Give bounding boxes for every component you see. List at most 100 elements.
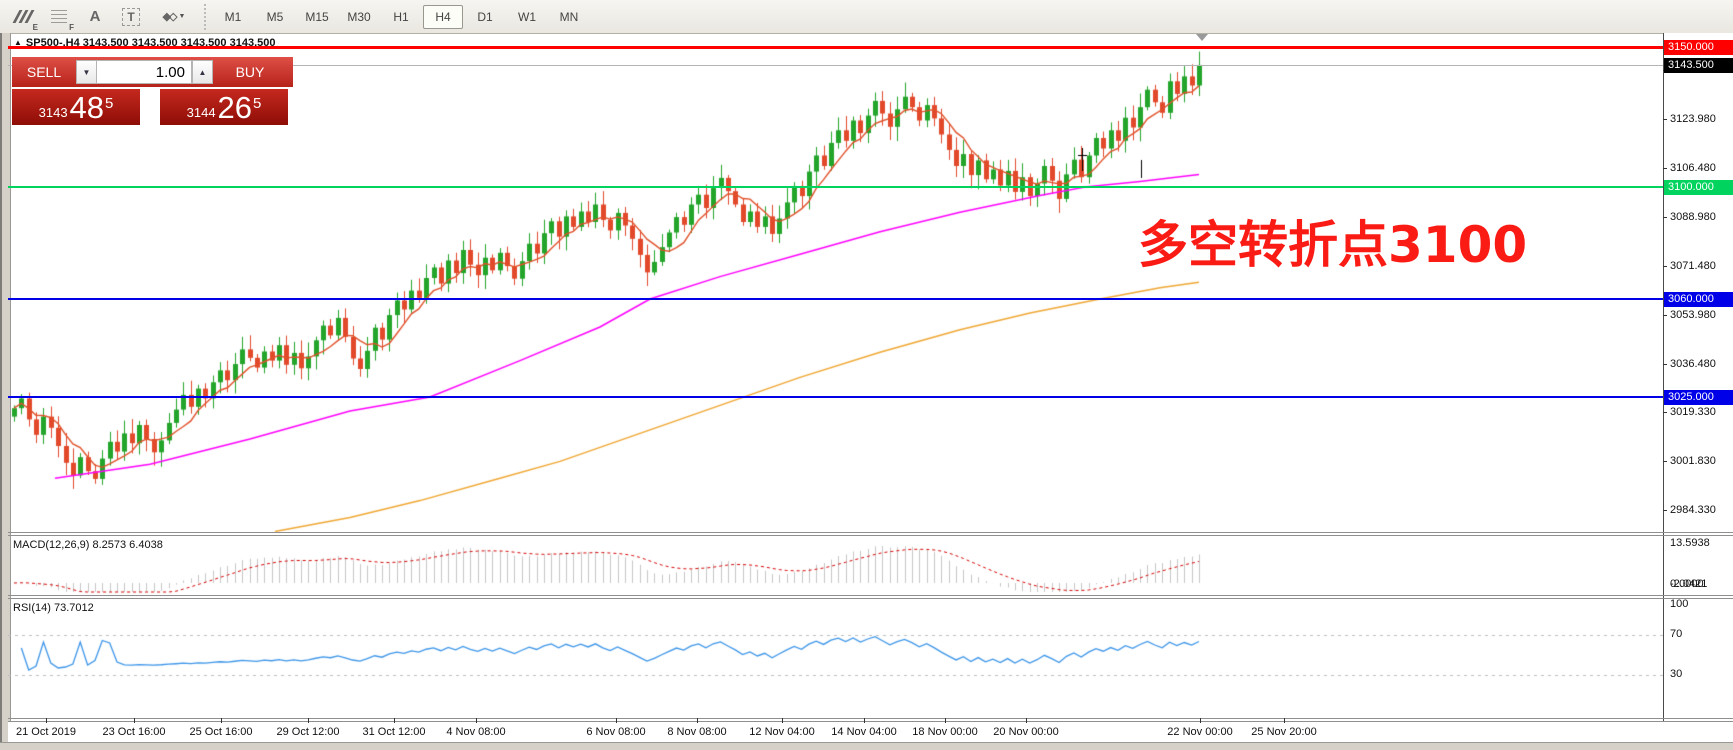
time-tick	[782, 718, 783, 723]
price-tick	[1663, 412, 1667, 414]
time-tick	[394, 718, 395, 723]
panel-separator[interactable]	[8, 598, 1733, 599]
time-axis[interactable]	[8, 722, 1733, 742]
timeframe-bar: M1 M5 M15 M30 H1 H4 D1 W1 MN	[212, 4, 590, 29]
timeframe-button-m30[interactable]: M30	[347, 9, 371, 24]
rsi-level-label: 30	[1670, 668, 1683, 680]
sell-quote-button[interactable]: 3143 48 5	[12, 89, 140, 125]
buy-quote-button[interactable]: 3144 26 5	[160, 89, 288, 125]
volume-increase-button[interactable]: ▲	[192, 60, 213, 84]
current-price-line	[8, 64, 1663, 66]
time-tick-label: 12 Nov 04:00	[749, 726, 815, 738]
price-tick-label: 3001.830	[1670, 454, 1716, 467]
price-tick	[1663, 510, 1667, 512]
panel-separator	[8, 718, 1733, 719]
time-tick-label: 21 Oct 2019	[16, 726, 76, 738]
chart-canvas[interactable]	[8, 33, 1663, 742]
buy-price-pips: 26	[217, 90, 253, 125]
resistance-line-3150[interactable]	[8, 45, 1663, 49]
window-bottom-border	[0, 742, 1733, 750]
panel-separator[interactable]	[8, 535, 1733, 536]
time-tick	[134, 718, 135, 723]
timeframe-button-h4[interactable]: H4	[423, 4, 463, 29]
timeframe-button-m15[interactable]: M15	[305, 9, 329, 24]
price-tick-label: 3071.480	[1670, 259, 1716, 272]
time-tick-label: 20 Nov 00:00	[993, 726, 1059, 738]
support-line-3060[interactable]	[8, 298, 1663, 300]
price-axis-border	[1663, 33, 1664, 722]
rsi-level-label: 100	[1670, 598, 1689, 610]
price-tick-label: 3036.480	[1670, 357, 1716, 370]
toolbar-separator	[204, 3, 206, 30]
support1-tag: 3060.000	[1664, 291, 1733, 307]
time-tick-label: 25 Oct 16:00	[189, 726, 253, 738]
sell-price-pips: 48	[69, 90, 105, 125]
sell-button[interactable]: SELL	[26, 64, 62, 80]
time-tick-label: 8 Nov 08:00	[667, 726, 727, 738]
time-tick	[616, 718, 617, 723]
sell-price-stem: 3143	[38, 105, 68, 120]
time-tick-label: 22 Nov 00:00	[1167, 726, 1233, 738]
time-tick	[1284, 718, 1285, 723]
panel-separator	[8, 721, 1733, 722]
time-tick	[476, 718, 477, 723]
price-tick	[1663, 217, 1667, 219]
panel-separator[interactable]	[8, 595, 1733, 596]
price-tick	[1663, 119, 1667, 121]
price-axis[interactable]	[1664, 33, 1733, 722]
support2-tag: 3025.000	[1664, 389, 1733, 405]
buy-price-stem: 3144	[186, 105, 216, 120]
chart-shift-marker-icon[interactable]	[1196, 34, 1208, 41]
time-tick	[1200, 718, 1201, 723]
timeframe-button-w1[interactable]: W1	[518, 9, 536, 24]
price-tick	[1663, 461, 1667, 463]
toolbar: E F A T ◆◇ ▼ M1 M5 M15 M30 H1 H4 D1 W1 MN	[0, 0, 1733, 34]
buy-button[interactable]: BUY	[235, 64, 265, 80]
current-price-tag: 3143.500	[1664, 57, 1733, 73]
price-tick-label: 2984.330	[1670, 503, 1716, 516]
time-tick	[864, 718, 865, 723]
timeframe-button-m5[interactable]: M5	[266, 9, 284, 24]
timeframe-button-m1[interactable]: M1	[224, 9, 242, 24]
rsi-label: RSI(14) 73.7012	[13, 602, 94, 614]
volume-dropdown-button[interactable]: ▼	[76, 60, 97, 84]
grid-f-icon[interactable]: F	[46, 5, 74, 32]
time-tick-label: 6 Nov 08:00	[586, 726, 646, 738]
one-click-trading-widget: SELL ▼ ▲ BUY 3143 48 5 3144 26 5	[12, 57, 293, 125]
price-tick-label: 3053.980	[1670, 308, 1716, 321]
buy-price-point: 5	[253, 95, 262, 112]
panel-separator[interactable]	[8, 532, 1733, 533]
one-click-collapse-icon[interactable]: ▲	[14, 38, 22, 47]
price-tick	[1663, 364, 1667, 366]
textbox-t-icon[interactable]: T	[118, 5, 144, 29]
dropdown-caret-icon[interactable]: ▼	[178, 13, 186, 20]
price-tick	[1663, 168, 1667, 170]
price-tick-label: 3088.980	[1670, 210, 1716, 223]
objects-icon[interactable]: ◆◇ ▼	[162, 11, 186, 23]
pivot-line-3100[interactable]	[8, 186, 1663, 188]
rsi-level-label: 70	[1670, 628, 1683, 640]
indicator-e-icon[interactable]: E	[10, 5, 38, 32]
macd-axis-zero: 0.0000	[1670, 578, 1704, 590]
time-tick	[46, 718, 47, 723]
support-line-3025[interactable]	[8, 396, 1663, 398]
resistance-tag: 3150.000	[1664, 39, 1733, 55]
time-tick-label: 25 Nov 20:00	[1251, 726, 1317, 738]
time-tick	[221, 718, 222, 723]
timeframe-button-h1[interactable]: H1	[393, 9, 409, 24]
time-tick	[308, 718, 309, 723]
price-tick	[1663, 315, 1667, 317]
volume-input[interactable]	[97, 60, 192, 84]
time-tick-label: 14 Nov 04:00	[831, 726, 897, 738]
timeframe-button-mn[interactable]: MN	[559, 9, 579, 24]
price-tick-label: 3019.330	[1670, 405, 1716, 418]
chart-text-annotation[interactable]: 多空转折点3100	[1138, 216, 1528, 274]
price-tick-label: 3106.480	[1670, 161, 1716, 174]
macd-label: MACD(12,26,9) 8.2573 6.4038	[13, 539, 163, 551]
text-a-icon[interactable]: A	[89, 8, 101, 25]
toolbar-icon-group: E F A T ◆◇ ▼	[0, 5, 194, 32]
sell-price-point: 5	[105, 95, 114, 112]
time-tick-label: 4 Nov 08:00	[446, 726, 506, 738]
timeframe-button-d1[interactable]: D1	[477, 9, 493, 24]
